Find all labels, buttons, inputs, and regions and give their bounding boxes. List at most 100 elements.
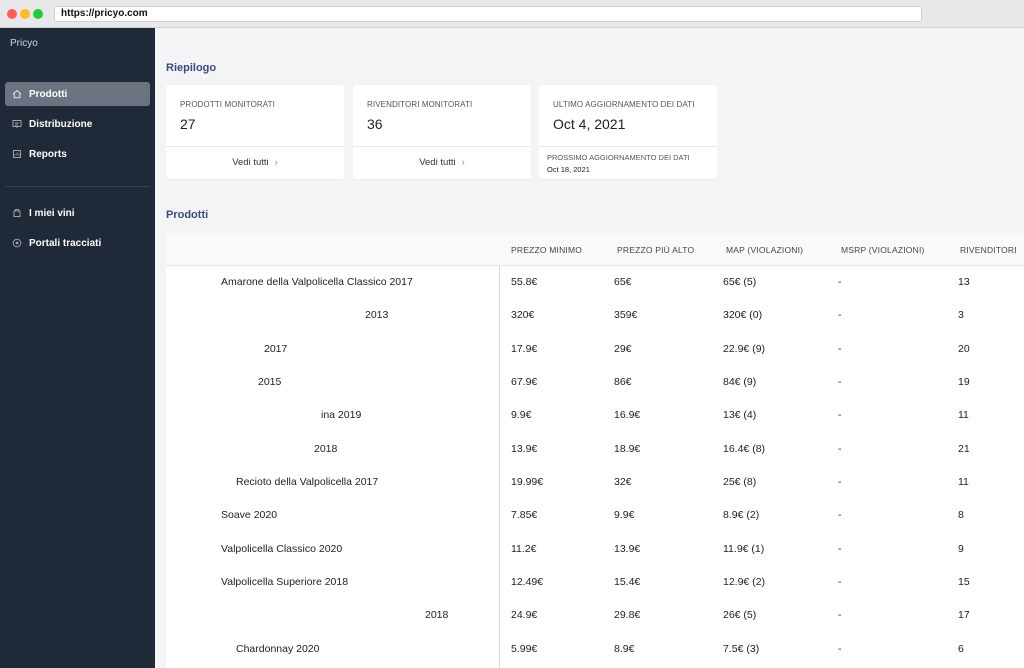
min-price: 67.9€ xyxy=(511,376,538,388)
card-prodotti-monitorati: PRODOTTI MONITORATI 27 Vedi tutti › xyxy=(166,85,344,179)
table-row[interactable]: Valpolicella Superiore 2018 12.49€ 15.4€… xyxy=(166,566,1024,599)
sidebar-item-i-miei-vini[interactable]: I miei vini xyxy=(5,201,150,225)
resellers-count: 15 xyxy=(958,576,970,588)
table-row[interactable]: 2013 320€ 359€ 320€ (0) - 3 xyxy=(166,299,1024,332)
card-label: RIVENDITORI MONITORATI xyxy=(367,100,473,109)
msrp-violations: - xyxy=(838,576,842,588)
msrp-violations: - xyxy=(838,376,842,388)
map-violations: 26€ (5) xyxy=(723,609,757,621)
main-content: Riepilogo PRODOTTI MONITORATI 27 Vedi tu… xyxy=(155,28,1024,668)
column-header-map[interactable]: MAP (VIOLAZIONI) xyxy=(726,245,804,255)
sidebar-divider xyxy=(5,186,150,187)
map-violations: 8.9€ (2) xyxy=(723,509,760,521)
column-header-prezzo-minimo[interactable]: PREZZO MINIMO xyxy=(511,245,583,255)
min-price: 7.85€ xyxy=(511,509,538,521)
sidebar-item-distribuzione[interactable]: Distribuzione xyxy=(5,112,150,136)
wine-icon xyxy=(11,208,23,218)
view-all-products-link[interactable]: Vedi tutti › xyxy=(166,157,344,168)
next-update-value: Oct 18, 2021 xyxy=(547,165,590,174)
map-violations: 320€ (0) xyxy=(723,309,763,321)
address-bar[interactable]: https://pricyo.com xyxy=(54,6,922,22)
max-price: 16.9€ xyxy=(614,409,641,421)
sidebar-item-label: Prodotti xyxy=(29,88,68,100)
table-row[interactable]: Soave 2020 7.85€ 9.9€ 8.9€ (2) - 8 xyxy=(166,499,1024,532)
resellers-count: 8 xyxy=(958,509,964,521)
msrp-violations: - xyxy=(838,409,842,421)
table-row[interactable]: 2015 67.9€ 86€ 84€ (9) - 19 xyxy=(166,366,1024,399)
msrp-violations: - xyxy=(838,476,842,488)
product-name: Recioto della Valpolicella 2017 xyxy=(236,476,379,488)
minimize-window-button[interactable] xyxy=(20,9,30,19)
card-rivenditori-monitorati: RIVENDITORI MONITORATI 36 Vedi tutti › xyxy=(353,85,531,179)
min-price: 12.49€ xyxy=(511,576,544,588)
portal-icon xyxy=(11,238,23,248)
product-name: 2013 xyxy=(365,309,389,321)
next-update-label: PROSSIMO AGGIORNAMENTO DEI DATI xyxy=(547,153,690,162)
table-row[interactable]: Valpolicella Classico 2020 11.2€ 13.9€ 1… xyxy=(166,533,1024,566)
product-name: 2015 xyxy=(258,376,282,388)
card-value: Oct 4, 2021 xyxy=(553,116,626,132)
msrp-violations: - xyxy=(838,543,842,555)
browser-chrome: https://pricyo.com xyxy=(0,0,1024,28)
card-footer: Vedi tutti › xyxy=(166,146,344,179)
sidebar-item-reports[interactable]: Reports xyxy=(5,142,150,166)
distribution-icon xyxy=(11,119,23,129)
table-row[interactable]: 2018 24.9€ 29.8€ 26€ (5) - 17 xyxy=(166,599,1024,632)
min-price: 9.9€ xyxy=(511,409,532,421)
resellers-count: 11 xyxy=(958,409,969,421)
min-price: 17.9€ xyxy=(511,343,538,355)
products-title: Prodotti xyxy=(166,209,209,221)
product-name: ina 2019 xyxy=(321,409,362,421)
max-price: 29.8€ xyxy=(614,609,641,621)
sidebar-item-portali-tracciati[interactable]: Portali tracciati xyxy=(5,231,150,255)
column-header-rivenditori[interactable]: RIVENDITORI xyxy=(960,245,1017,255)
map-violations: 12.9€ (2) xyxy=(723,576,766,588)
view-all-resellers-link[interactable]: Vedi tutti › xyxy=(353,157,531,168)
table-row[interactable]: Amarone della Valpolicella Classico 2017… xyxy=(166,266,1024,299)
maximize-window-button[interactable] xyxy=(33,9,43,19)
column-header-msrp[interactable]: MSRP (VIOLAZIONI) xyxy=(841,245,925,255)
max-price: 18.9€ xyxy=(614,443,641,455)
sidebar-item-label: I miei vini xyxy=(29,207,75,219)
product-name: 2018 xyxy=(314,443,338,455)
table-row[interactable]: 2017 17.9€ 29€ 22.9€ (9) - 20 xyxy=(166,333,1024,366)
map-violations: 7.5€ (3) xyxy=(723,643,760,655)
product-name: Valpolicella Superiore 2018 xyxy=(221,576,349,588)
table-row[interactable]: 2018 13.9€ 18.9€ 16.4€ (8) - 21 xyxy=(166,433,1024,466)
msrp-violations: - xyxy=(838,443,842,455)
product-name: 2017 xyxy=(264,343,288,355)
max-price: 15.4€ xyxy=(614,576,641,588)
table-row[interactable]: Recioto della Valpolicella 2017 19.99€ 3… xyxy=(166,466,1024,499)
max-price: 86€ xyxy=(614,376,632,388)
card-label: ULTIMO AGGIORNAMENTO DEI DATI xyxy=(553,100,695,109)
min-price: 19.99€ xyxy=(511,476,544,488)
card-footer: Vedi tutti › xyxy=(353,146,531,179)
sidebar-item-label: Reports xyxy=(29,148,67,160)
resellers-count: 21 xyxy=(958,443,970,455)
msrp-violations: - xyxy=(838,343,842,355)
column-divider xyxy=(499,266,500,668)
map-violations: 65€ (5) xyxy=(723,276,757,288)
table-row[interactable]: Chardonnay 2020 5.99€ 8.9€ 7.5€ (3) - 6 xyxy=(166,633,1024,666)
sidebar-item-prodotti[interactable]: Prodotti xyxy=(5,82,150,106)
report-icon xyxy=(11,149,23,159)
table-row[interactable]: ina 2019 9.9€ 16.9€ 13€ (4) - 11 xyxy=(166,399,1024,432)
map-violations: 22.9€ (9) xyxy=(723,343,766,355)
resellers-count: 11 xyxy=(958,476,969,488)
msrp-violations: - xyxy=(838,509,842,521)
products-table: PREZZO MINIMO PREZZO PIÙ ALTO MAP (VIOLA… xyxy=(166,233,1024,668)
chevron-right-icon: › xyxy=(274,157,278,168)
close-window-button[interactable] xyxy=(7,9,17,19)
card-ultimo-aggiornamento: ULTIMO AGGIORNAMENTO DEI DATI Oct 4, 202… xyxy=(539,85,717,179)
max-price: 65€ xyxy=(614,276,632,288)
product-name: Chardonnay 2020 xyxy=(236,643,320,655)
min-price: 320€ xyxy=(511,309,535,321)
msrp-violations: - xyxy=(838,609,842,621)
map-violations: 16.4€ (8) xyxy=(723,443,766,455)
min-price: 13.9€ xyxy=(511,443,538,455)
max-price: 359€ xyxy=(614,309,638,321)
resellers-count: 13 xyxy=(958,276,970,288)
card-value: 36 xyxy=(367,116,383,132)
column-header-prezzo-piu-alto[interactable]: PREZZO PIÙ ALTO xyxy=(617,245,695,255)
min-price: 11.2€ xyxy=(511,543,537,555)
